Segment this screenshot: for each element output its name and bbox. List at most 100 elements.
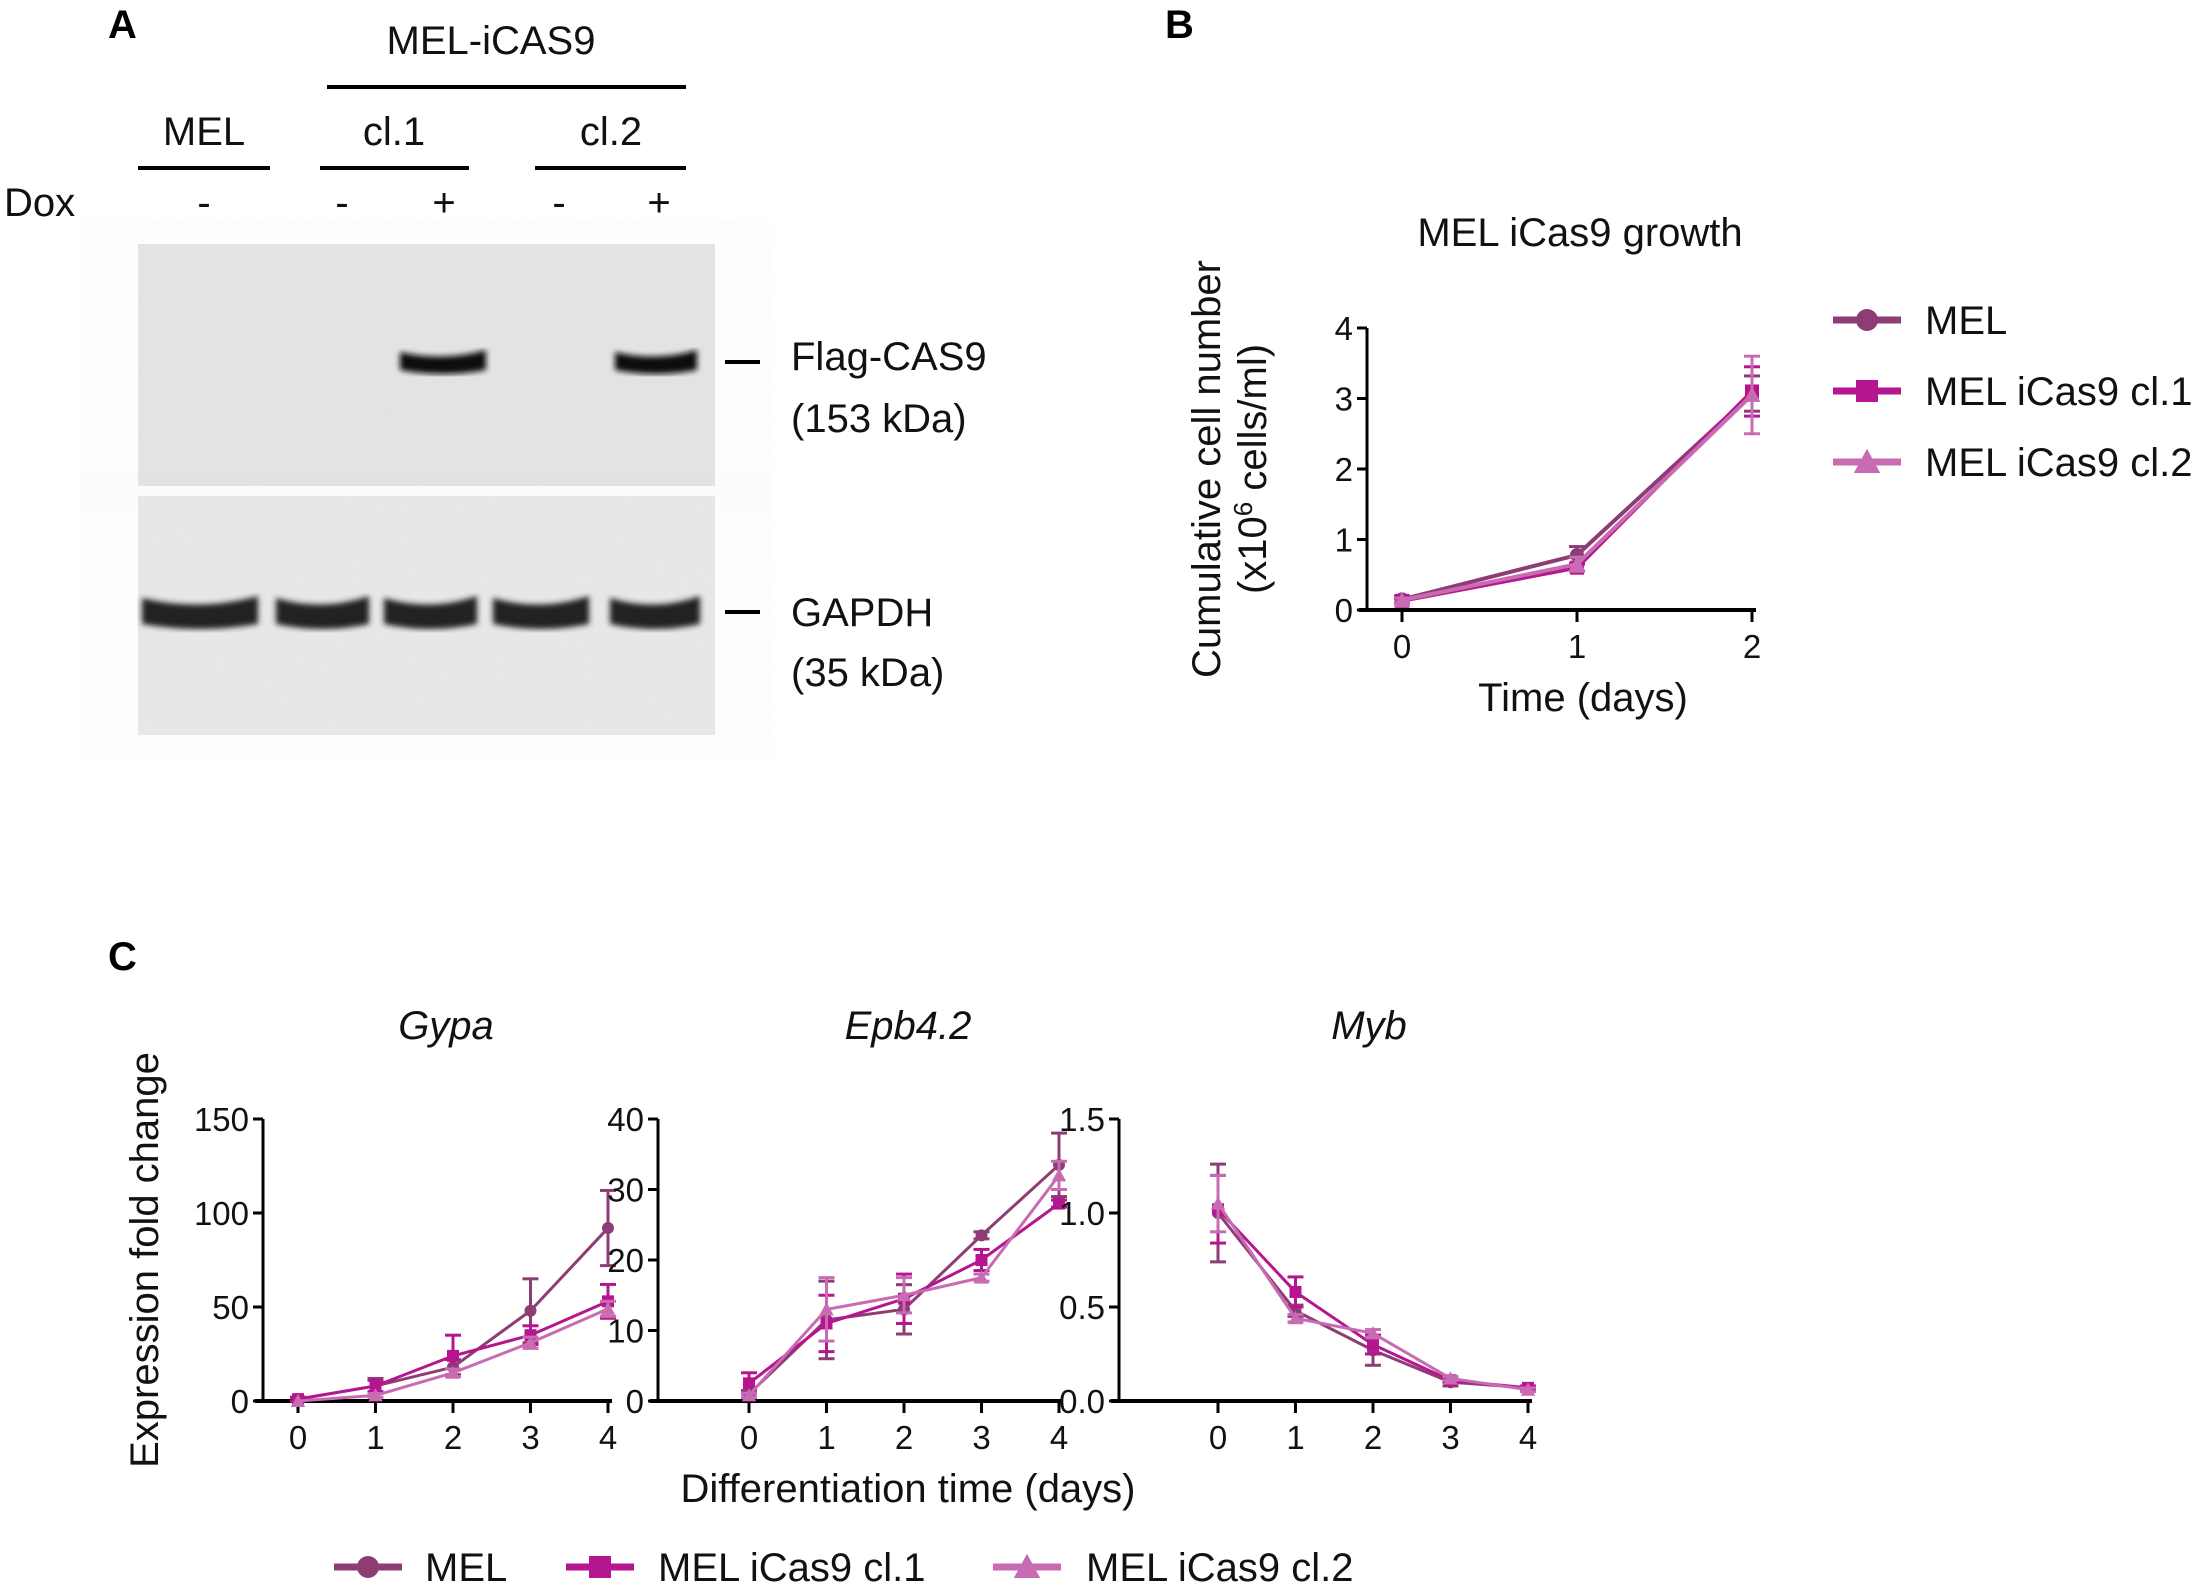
x-tick-label: 0 — [1393, 628, 1411, 665]
flag-cas9-size: (153 kDa) — [791, 397, 967, 441]
chart-b-ylabel: Cumulative cell number — [1185, 260, 1229, 678]
chart-b-title: MEL iCas9 growth — [1417, 211, 1742, 255]
data-point — [290, 1393, 306, 1407]
dox-label: Dox — [4, 181, 75, 225]
y-tick-label: 0 — [626, 1383, 644, 1420]
data-point — [602, 1222, 614, 1235]
data-point — [1013, 1553, 1041, 1578]
y-tick-label: 20 — [607, 1242, 644, 1279]
x-tick-label: 4 — [1519, 1419, 1537, 1456]
data-point — [1288, 1311, 1303, 1325]
y-tick-label: 0 — [231, 1383, 249, 1420]
gapdh-band — [142, 596, 258, 629]
x-tick-label: 2 — [1364, 1419, 1382, 1456]
data-point — [524, 1304, 537, 1317]
dox-sign: - — [552, 181, 565, 225]
data-point — [1743, 386, 1761, 402]
dox-sign: + — [432, 181, 455, 225]
x-tick-label: 4 — [599, 1419, 617, 1456]
legend-label: MEL iCas9 cl.1 — [658, 1546, 926, 1589]
data-point — [589, 1556, 611, 1578]
legend-item: MEL iCas9 cl.2 — [1833, 441, 2193, 485]
panel-b-letter: B — [1165, 3, 1194, 47]
chart-c-xlabel: Differentiation time (days) — [681, 1467, 1136, 1511]
data-point — [819, 1302, 834, 1316]
data-point — [1856, 380, 1878, 402]
x-tick-label: 2 — [895, 1419, 913, 1456]
legend-label: MEL iCas9 cl.2 — [1925, 441, 2193, 485]
dox-sign: + — [647, 181, 670, 225]
x-tick-label: 1 — [817, 1419, 835, 1456]
gapdh-size: (35 kDa) — [791, 651, 944, 695]
y-tick-label: 10 — [607, 1313, 644, 1350]
legend-label: MEL — [425, 1546, 507, 1589]
data-point — [1053, 1197, 1065, 1210]
chart-b-xlabel: Time (days) — [1478, 676, 1688, 720]
legend-item: MEL iCas9 cl.2 — [993, 1546, 1354, 1589]
dox-sign: - — [197, 181, 210, 225]
gapdh-label: GAPDH — [791, 591, 933, 635]
y-tick-label: 3 — [1335, 381, 1353, 418]
group-label: MEL-iCAS9 — [387, 19, 596, 63]
legend-item: MEL — [1833, 299, 2007, 343]
y-tick-label: 50 — [212, 1289, 249, 1326]
x-tick-label: 3 — [1441, 1419, 1459, 1456]
legend-item: MEL — [334, 1546, 507, 1589]
gapdh-band — [610, 596, 700, 629]
x-tick-label: 0 — [1209, 1419, 1227, 1456]
dox-sign: - — [335, 181, 348, 225]
chart-b-ylabel-unit: (x106 cells/ml) — [1228, 344, 1275, 594]
data-point — [1520, 1382, 1536, 1396]
y-tick-label: 0.0 — [1059, 1383, 1105, 1420]
y-tick-label: 0.5 — [1059, 1289, 1105, 1326]
chart-epb42-title: Epb4.2 — [845, 1004, 972, 1048]
x-tick-label: 2 — [1743, 628, 1761, 665]
data-point — [445, 1365, 461, 1379]
x-tick-label: 0 — [740, 1419, 758, 1456]
data-point — [1051, 1168, 1067, 1182]
lane-label-cl1: cl.1 — [363, 110, 425, 154]
data-point — [1853, 448, 1881, 473]
data-point — [896, 1288, 912, 1302]
x-tick-label: 3 — [972, 1419, 990, 1456]
data-point — [1210, 1196, 1226, 1210]
data-point — [1393, 591, 1411, 608]
data-point — [1365, 1326, 1381, 1340]
data-point — [741, 1388, 757, 1402]
data-point — [447, 1349, 459, 1362]
flag-cas9-band — [615, 350, 697, 374]
x-tick-label: 1 — [1286, 1419, 1304, 1456]
data-point — [975, 1229, 988, 1242]
y-tick-label: 2 — [1335, 451, 1353, 488]
gapdh-band — [493, 596, 589, 629]
x-tick-label: 3 — [521, 1419, 539, 1456]
y-tick-label: 40 — [607, 1101, 644, 1138]
y-tick-label: 1 — [1335, 522, 1353, 559]
data-point — [1443, 1371, 1458, 1385]
data-point — [743, 1377, 755, 1390]
panel-c-letter: C — [108, 935, 137, 979]
x-tick-label: 2 — [444, 1419, 462, 1456]
lane-label-mel: MEL — [163, 110, 245, 154]
panel-a-letter: A — [108, 3, 137, 47]
data-point — [369, 1379, 382, 1392]
y-tick-label: 4 — [1335, 310, 1353, 347]
y-tick-label: 1.5 — [1059, 1101, 1105, 1138]
y-tick-label: 1.0 — [1059, 1195, 1105, 1232]
data-point — [1289, 1285, 1302, 1298]
gapdh-band — [384, 596, 477, 629]
data-point — [974, 1270, 989, 1284]
y-tick-label: 0 — [1335, 592, 1353, 629]
chart-gypa-title: Gypa — [398, 1004, 494, 1048]
x-tick-label: 1 — [366, 1419, 384, 1456]
flag-cas9-band — [400, 350, 486, 374]
y-tick-label: 150 — [194, 1101, 249, 1138]
x-tick-label: 1 — [1568, 628, 1586, 665]
gapdh-band — [276, 596, 369, 629]
data-point — [368, 1388, 383, 1402]
legend-item: MEL iCas9 cl.1 — [566, 1546, 926, 1589]
flag-cas9-label: Flag-CAS9 — [791, 335, 987, 379]
chart-c-ylabel: Expression fold change — [123, 1052, 167, 1468]
data-point — [975, 1254, 988, 1266]
